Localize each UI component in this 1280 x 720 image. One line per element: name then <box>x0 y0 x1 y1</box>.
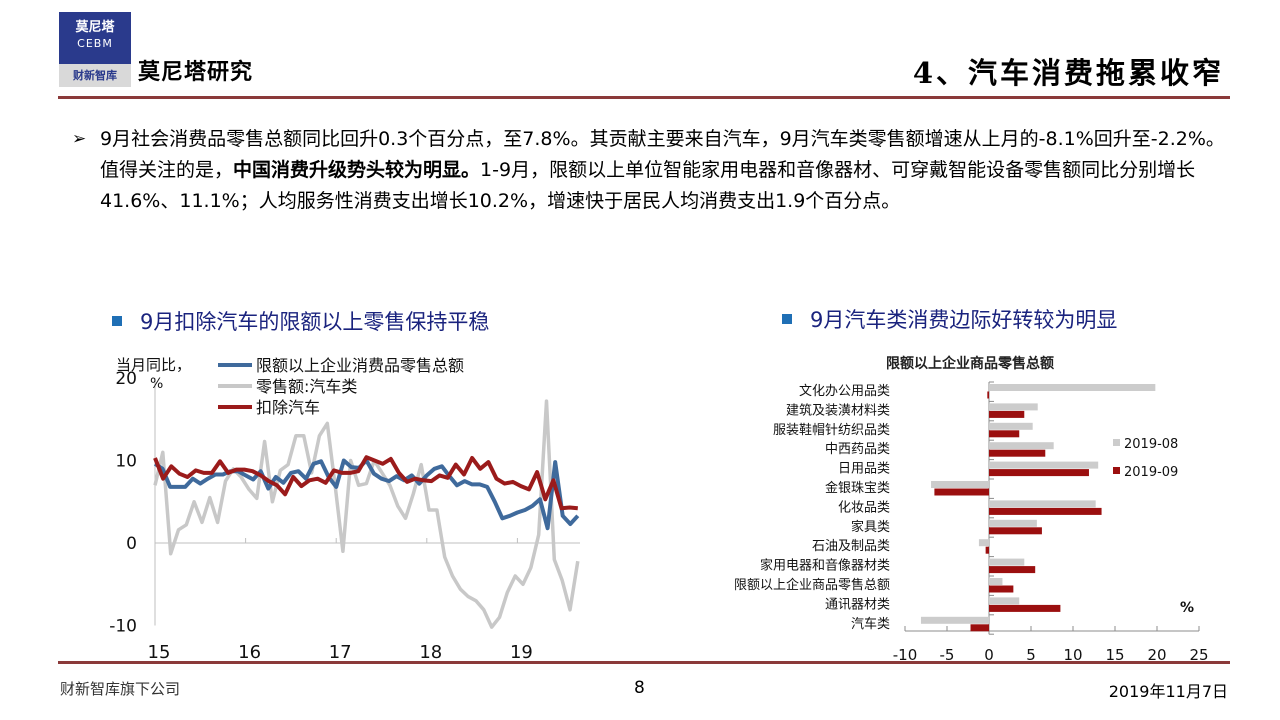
category-label: 化妆品类 <box>838 500 890 515</box>
bar <box>989 422 1033 430</box>
bar <box>989 578 1003 585</box>
x-tick-label: 0 <box>984 646 994 664</box>
bar <box>931 481 989 488</box>
bar-chart: 限额以上企业商品零售总额 -10 -5 0 5 10 15 20 25 文化办公用品类建筑及装潢材… <box>734 355 1209 664</box>
y-tick-label: -10 <box>109 617 137 637</box>
bar <box>989 558 1025 566</box>
legend-label: 2019-08 <box>1124 437 1178 452</box>
bar <box>989 500 1096 508</box>
legend-swatch <box>1113 439 1120 446</box>
category-label: 金银珠宝类 <box>825 480 890 496</box>
bar <box>989 604 1061 612</box>
x-tick-label: 18 <box>419 642 442 663</box>
square-bullet-icon <box>112 316 122 326</box>
x-tick-label: 25 <box>1189 646 1208 664</box>
bar <box>970 624 989 632</box>
bar <box>989 566 1036 574</box>
category-label: 服装鞋帽针纺织品类 <box>773 422 890 438</box>
legend-swatch <box>1113 467 1120 474</box>
footer-company: 财新智库旗下公司 <box>60 680 181 698</box>
x-tick-label: 5 <box>1026 646 1036 664</box>
right-chart-heading: 9月汽车类消费边际好转较为明显 <box>782 304 1117 334</box>
section-title: 4、汽车消费拖累收窄 <box>912 56 1224 90</box>
summary-part1: 9月社会消费品零售总额同比回升0.3个百分点，至7.8%。其贡献主要来自汽车，9… <box>100 128 1225 181</box>
logo-en-text: CEBM <box>77 37 113 50</box>
category-label: 石油及制品类 <box>812 539 890 554</box>
x-tick-label: 16 <box>238 642 261 663</box>
legend-label: 扣除汽车 <box>256 398 320 417</box>
bar <box>987 391 989 399</box>
legend-label: 2019-09 <box>1124 465 1178 480</box>
left-chart-heading: 9月扣除汽车的限额以上零售保持平稳 <box>112 306 489 336</box>
unit-label: % <box>1180 600 1194 616</box>
square-bullet-icon <box>782 314 792 324</box>
left-chart-heading-text: 9月扣除汽车的限额以上零售保持平稳 <box>140 310 490 334</box>
bar <box>989 430 1020 438</box>
bar <box>989 403 1038 411</box>
x-tick-label: 19 <box>510 642 533 663</box>
bar <box>989 507 1102 515</box>
series-line <box>153 455 578 511</box>
arrow-bullet-icon: ➢ <box>72 129 87 149</box>
category-label: 文化办公用品类 <box>799 384 890 399</box>
header-divider <box>58 96 1230 99</box>
bar <box>989 449 1046 457</box>
category-label: 家具类 <box>851 519 890 535</box>
bar <box>989 519 1037 527</box>
right-chart-heading-text: 9月汽车类消费边际好转较为明显 <box>810 308 1118 332</box>
y-tick-label: 0 <box>126 534 137 554</box>
legend-label: 限额以上企业消费品零售总额 <box>256 356 464 375</box>
y-tick-label: 20 <box>115 369 137 389</box>
bar <box>989 442 1054 450</box>
logo-cn-text: 莫尼塔 <box>75 20 115 35</box>
page-number: 8 <box>634 678 645 698</box>
x-tick-label: 15 <box>1105 646 1124 664</box>
cebm-logo: 莫尼塔 CEBM 财新智库 <box>59 12 131 87</box>
category-label: 家用电器和音像器材类 <box>760 558 890 574</box>
bar <box>989 469 1089 477</box>
category-label: 限额以上企业商品零售总额 <box>734 577 890 593</box>
bar <box>989 597 1020 605</box>
summary-text: 9月社会消费品零售总额同比回升0.3个百分点，至7.8%。其贡献主要来自汽车，9… <box>100 124 1232 217</box>
brand-name: 莫尼塔研究 <box>138 59 254 85</box>
logo-top: 莫尼塔 CEBM <box>59 12 131 64</box>
x-tick-label: 20 <box>1147 646 1166 664</box>
category-label: 中西药品类 <box>825 442 890 457</box>
bar <box>989 527 1042 535</box>
category-label: 汽车类 <box>851 616 890 632</box>
bar <box>920 616 989 624</box>
bar <box>989 410 1025 418</box>
x-tick-label: 15 <box>148 642 171 663</box>
category-label: 日用品类 <box>838 462 890 477</box>
x-tick-label: -5 <box>940 646 955 664</box>
bar <box>989 461 1099 469</box>
x-tick-label: 17 <box>329 642 352 663</box>
summary-part2: 1-9月，限额以上单位智能家用电器和音像器材、可穿戴智能设备零售额同比分别增长4… <box>100 159 1196 212</box>
logo-sub-text: 财新智库 <box>59 64 131 87</box>
series-line <box>153 399 580 629</box>
summary-bullet: ➢ 9月社会消费品零售总额同比回升0.3个百分点，至7.8%。其贡献主要来自汽车… <box>72 124 1232 217</box>
x-tick-label: -10 <box>893 646 918 664</box>
bar <box>989 585 1014 593</box>
legend-label: 零售额:汽车类 <box>256 377 357 396</box>
bar <box>989 384 1156 391</box>
bar <box>934 488 989 496</box>
y-tick-label: 10 <box>115 452 137 472</box>
y-axis-label: 当月同比， <box>116 356 191 374</box>
footer-divider <box>58 661 1230 664</box>
bar <box>985 546 989 554</box>
bar-chart-title: 限额以上企业商品零售总额 <box>886 355 1054 372</box>
category-label: 通讯器材类 <box>825 597 890 612</box>
y-axis-unit: % <box>150 376 163 392</box>
x-tick-label: 10 <box>1063 646 1082 664</box>
footer-date: 2019年11月7日 <box>1108 682 1228 701</box>
bar <box>978 539 989 547</box>
summary-bold: 中国消费升级势头较为明显。 <box>233 159 481 181</box>
category-label: 建筑及装潢材料类 <box>786 402 890 418</box>
